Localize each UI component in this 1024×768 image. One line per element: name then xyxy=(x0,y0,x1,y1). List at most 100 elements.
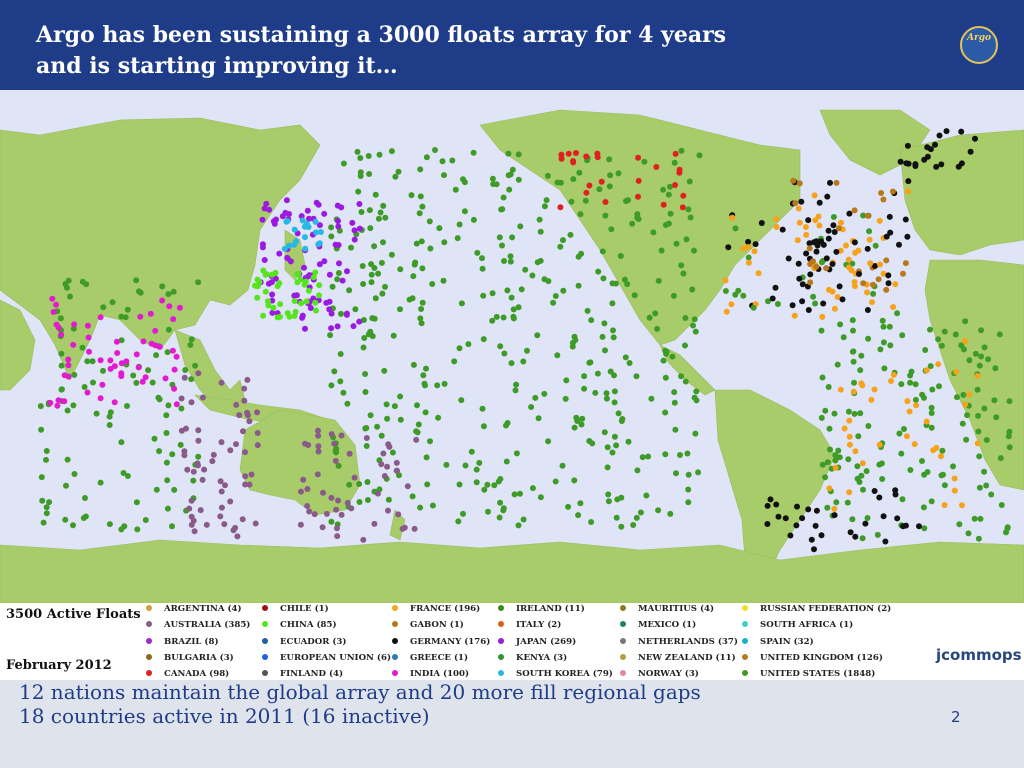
float-marker xyxy=(773,224,780,230)
float-marker xyxy=(933,163,940,170)
float-marker xyxy=(594,150,601,157)
float-marker xyxy=(557,243,564,250)
float-marker xyxy=(58,331,65,338)
float-marker xyxy=(393,459,400,466)
float-marker xyxy=(667,510,674,517)
float-marker xyxy=(682,378,689,385)
float-marker xyxy=(43,504,50,511)
float-marker xyxy=(907,467,914,473)
float-marker xyxy=(415,421,422,428)
float-marker xyxy=(323,299,330,306)
legend-item: EUROPEAN UNION (6) xyxy=(262,652,391,664)
float-marker xyxy=(181,374,188,381)
float-marker xyxy=(857,367,864,374)
float-marker xyxy=(163,412,170,419)
float-marker xyxy=(662,409,669,416)
float-marker xyxy=(97,479,104,486)
float-marker xyxy=(678,262,685,269)
float-marker xyxy=(218,379,225,386)
float-marker xyxy=(952,331,959,338)
float-marker xyxy=(732,225,739,232)
float-map xyxy=(0,90,1024,603)
float-marker xyxy=(723,308,730,315)
float-marker xyxy=(888,378,894,384)
float-marker xyxy=(335,462,342,469)
legend-label: FRANCE (196) xyxy=(410,604,481,614)
float-marker xyxy=(43,456,49,463)
float-marker xyxy=(565,503,572,510)
float-marker xyxy=(517,490,523,497)
float-marker xyxy=(687,214,694,221)
float-marker xyxy=(819,374,826,381)
legend-item: FRANCE (196) xyxy=(392,603,480,615)
float-marker xyxy=(595,268,602,275)
float-marker xyxy=(682,315,689,321)
float-marker xyxy=(329,283,336,290)
legend-label: INDIA (100) xyxy=(410,669,470,679)
float-marker xyxy=(581,373,588,380)
float-marker xyxy=(315,448,322,455)
float-marker xyxy=(832,452,839,459)
float-marker xyxy=(841,425,848,432)
float-marker xyxy=(379,290,386,297)
float-marker xyxy=(242,449,248,456)
float-marker xyxy=(188,336,195,343)
float-marker xyxy=(372,295,379,302)
float-marker xyxy=(315,427,321,434)
float-marker xyxy=(357,169,364,176)
legend-label: NEW ZEALAND (11) xyxy=(638,653,736,663)
float-marker xyxy=(541,390,548,397)
float-marker xyxy=(378,259,385,266)
float-marker xyxy=(598,178,605,185)
legend-swatch xyxy=(262,620,268,627)
float-marker xyxy=(568,198,575,205)
float-marker xyxy=(71,471,78,477)
float-marker xyxy=(916,523,922,530)
float-marker xyxy=(611,388,618,395)
float-marker xyxy=(905,178,912,185)
float-marker xyxy=(831,229,838,235)
float-marker xyxy=(409,493,416,500)
float-marker xyxy=(728,301,735,308)
float-marker xyxy=(217,513,224,520)
float-marker xyxy=(689,286,696,293)
float-marker xyxy=(904,398,911,405)
float-marker xyxy=(846,441,853,448)
float-marker xyxy=(510,306,517,313)
float-marker xyxy=(332,457,339,464)
float-marker xyxy=(603,390,610,397)
float-marker xyxy=(622,354,629,361)
float-marker xyxy=(50,309,57,315)
float-marker xyxy=(80,515,87,521)
float-marker xyxy=(976,484,983,491)
float-marker xyxy=(571,477,578,484)
float-marker xyxy=(826,485,833,492)
float-marker xyxy=(485,508,491,515)
float-marker xyxy=(928,404,935,411)
float-marker xyxy=(813,248,820,255)
float-marker xyxy=(650,229,657,236)
float-marker xyxy=(932,141,938,148)
float-marker xyxy=(577,500,584,507)
float-marker xyxy=(785,255,792,262)
float-marker xyxy=(479,405,486,412)
float-marker xyxy=(837,386,844,393)
float-marker xyxy=(480,423,487,430)
float-marker xyxy=(625,197,631,204)
float-marker xyxy=(164,505,171,512)
float-marker xyxy=(360,536,367,543)
float-marker xyxy=(274,283,281,290)
float-marker xyxy=(504,420,511,426)
legend-label: NORWAY (3) xyxy=(638,669,699,679)
float-marker xyxy=(832,464,839,471)
float-marker xyxy=(796,275,803,282)
float-marker xyxy=(609,449,616,456)
float-marker xyxy=(833,179,840,186)
float-marker xyxy=(64,407,71,414)
float-marker xyxy=(217,478,224,485)
float-marker xyxy=(813,263,820,270)
float-marker xyxy=(252,520,259,527)
float-marker xyxy=(695,469,702,476)
float-marker xyxy=(427,438,433,445)
float-marker xyxy=(867,260,874,267)
